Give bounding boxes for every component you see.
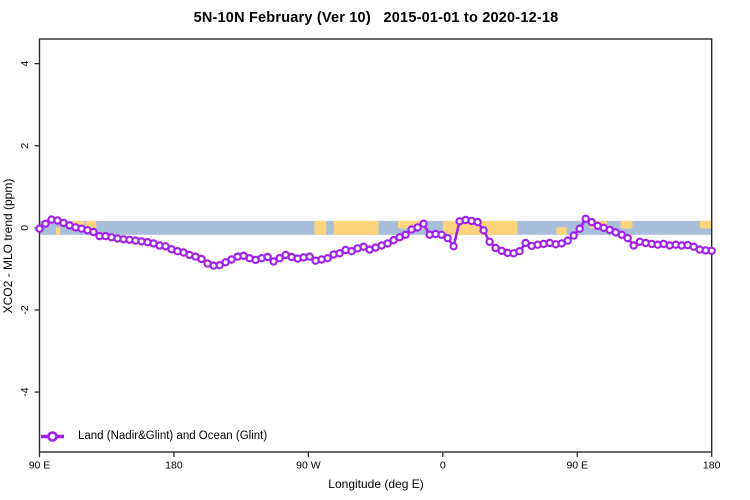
x-tick-label: 0 xyxy=(440,460,446,472)
data-point-marker xyxy=(617,230,626,239)
plot-border xyxy=(38,38,713,453)
y-tick-label: -4 xyxy=(19,387,31,396)
data-point-marker xyxy=(515,246,524,256)
data-point-marker xyxy=(629,241,638,250)
x-tick-label: 90 E xyxy=(29,460,51,472)
y-tick-label: 2 xyxy=(19,143,31,149)
data-point-marker xyxy=(707,246,716,255)
data-point-marker xyxy=(89,227,98,237)
data-point-marker xyxy=(443,233,452,243)
y-tick-label: -2 xyxy=(19,305,31,314)
data-point-marker xyxy=(485,237,494,246)
data-point-marker xyxy=(305,252,314,261)
data-point-marker xyxy=(383,239,392,248)
legend-marker-icon xyxy=(47,431,58,442)
land-patch xyxy=(556,227,567,235)
data-point-marker xyxy=(419,219,428,228)
land-patch xyxy=(314,220,327,235)
data-point-marker xyxy=(41,219,50,228)
data-point-marker xyxy=(569,231,578,240)
data-point-marker xyxy=(35,224,44,233)
y-tick-label: 0 xyxy=(19,225,31,231)
data-point-marker xyxy=(197,254,206,264)
data-point-marker xyxy=(413,223,422,232)
data-point-marker xyxy=(335,249,344,258)
chart-title: 5N-10N February (Ver 10) 2015-01-01 to 2… xyxy=(193,10,559,26)
data-point-marker xyxy=(263,252,272,262)
data-point-marker xyxy=(479,226,488,235)
data-point-marker xyxy=(623,233,632,243)
land-patch xyxy=(333,220,379,235)
data-point-marker xyxy=(449,242,458,251)
data-point-marker xyxy=(575,224,584,233)
data-point-marker xyxy=(473,217,482,227)
x-tick-label: 90 E xyxy=(566,460,588,472)
x-tick-label: 90 W xyxy=(296,460,321,472)
data-point-marker xyxy=(581,214,590,223)
data-point-marker xyxy=(269,257,278,266)
data-point-marker xyxy=(401,230,410,239)
x-tick-label: 180 xyxy=(703,460,721,472)
land-patch xyxy=(699,220,712,229)
data-point-marker xyxy=(563,236,572,245)
land-patch xyxy=(620,220,633,229)
x-tick-label: 180 xyxy=(165,460,183,472)
y-tick-label: 4 xyxy=(19,61,31,67)
land-patch xyxy=(55,227,61,235)
x-axis-label: Longitude (deg E) xyxy=(328,477,424,491)
data-point-marker xyxy=(587,217,596,227)
data-point-marker xyxy=(437,230,446,239)
data-point-marker xyxy=(275,254,284,263)
legend-label: Land (Nadir&Glint) and Ocean (Glint) xyxy=(78,430,268,442)
y-axis-label: XCO2 - MLO trend (ppm) xyxy=(1,178,15,314)
data-point-marker xyxy=(323,254,332,263)
